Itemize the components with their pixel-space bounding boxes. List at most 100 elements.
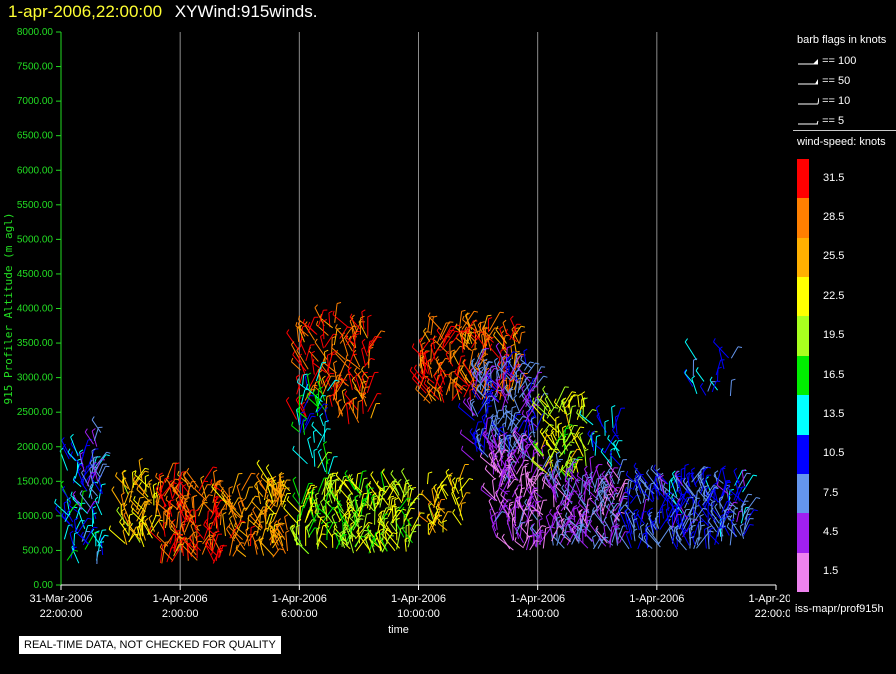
wind-barb-flag — [483, 429, 487, 434]
wind-barb-flag — [155, 472, 158, 477]
wind-barb — [434, 370, 442, 388]
wind-barb-flag — [421, 342, 426, 345]
wind-barb-flag — [334, 505, 338, 510]
wind-barb — [589, 474, 596, 488]
wind-barb — [675, 537, 687, 551]
wind-barb-flag — [737, 346, 743, 348]
wind-barb-flag — [547, 466, 551, 471]
wind-barb — [566, 506, 574, 518]
wind-barb-flag — [377, 517, 380, 522]
wind-barb — [364, 500, 375, 512]
wind-barb-flag — [181, 471, 186, 473]
wind-barb-flag — [314, 393, 319, 397]
wind-barb — [493, 436, 499, 448]
wind-barb — [183, 475, 195, 490]
wind-barb-flag — [552, 532, 556, 537]
wind-barb — [292, 495, 301, 507]
wind-barb — [451, 493, 457, 505]
wind-barb-flag — [615, 414, 620, 418]
wind-barb — [459, 478, 470, 492]
wind-barb-flag — [428, 471, 433, 474]
wind-barb — [538, 520, 543, 539]
wind-barb-flag — [459, 477, 464, 481]
wind-barb — [594, 436, 597, 456]
wind-barb-flag — [333, 360, 338, 364]
wind-barb — [69, 503, 77, 514]
wind-barb-flag — [535, 540, 540, 542]
wind-barb-flag — [517, 353, 522, 356]
wind-barb — [260, 528, 266, 546]
x-tick-time-label: 18:00:00 — [635, 608, 678, 620]
wind-barb — [420, 358, 423, 374]
wind-barb — [302, 322, 318, 335]
wind-barb-flag — [507, 434, 512, 437]
wind-barb-flag — [582, 513, 587, 515]
wind-barb — [540, 399, 549, 408]
wind-barb-flag — [432, 386, 438, 389]
speed-swatch-label: 31.5 — [823, 171, 845, 184]
wind-barb-flag — [437, 519, 440, 524]
wind-barb — [304, 324, 316, 341]
wind-barb-flag — [517, 363, 520, 368]
wind-barb — [180, 523, 186, 535]
wind-barb-flag — [358, 370, 362, 375]
wind-barb — [437, 474, 449, 490]
wind-barb-flag — [682, 477, 686, 482]
wind-barb — [677, 501, 688, 520]
y-axis-label: 915 Profiler Altitude (m agl) — [2, 212, 15, 404]
wind-barb-flag — [487, 399, 492, 402]
wind-barb-flag — [689, 512, 694, 516]
wind-barb-flag — [726, 479, 731, 482]
wind-barb-flag — [514, 487, 519, 492]
wind-barb — [97, 534, 106, 547]
wind-barb — [327, 456, 335, 475]
wind-barb — [131, 511, 148, 527]
wind-barb — [608, 527, 616, 544]
wind-barb-flag — [361, 365, 365, 370]
wind-barb-flag — [584, 448, 589, 452]
wind-barb — [322, 361, 337, 374]
wind-barb — [535, 393, 545, 406]
wind-barb-flag — [646, 509, 650, 514]
wind-barb-flag — [531, 401, 535, 406]
wind-barb — [521, 509, 526, 521]
barb-50-icon — [798, 79, 818, 85]
wind-barb-flag — [492, 477, 497, 481]
x-tick-date-label: 1-Apr-2006 — [272, 593, 327, 605]
wind-barb — [317, 381, 326, 401]
wind-barb — [716, 468, 722, 485]
wind-barb — [636, 513, 646, 525]
wind-barb — [614, 497, 624, 512]
wind-barb — [366, 527, 375, 538]
wind-barb — [703, 529, 707, 549]
wind-barb-flag — [445, 468, 450, 473]
wind-barb-flag — [486, 379, 489, 384]
wind-barb-flag — [451, 370, 456, 373]
wind-barb-flag — [144, 470, 149, 473]
wind-barb — [205, 544, 218, 557]
wind-barb — [465, 320, 474, 335]
wind-barb — [122, 530, 128, 546]
wind-barb — [736, 511, 740, 523]
wind-barb-flag — [600, 481, 605, 486]
wind-barb — [454, 478, 458, 490]
wind-barb — [506, 520, 514, 542]
wind-barb-flag — [674, 470, 679, 475]
wind-barb-flag — [490, 413, 494, 418]
wind-barb — [519, 466, 524, 483]
wind-barb — [525, 510, 533, 527]
wind-barb-flag — [171, 480, 175, 484]
wind-barb-flag — [513, 427, 517, 431]
wind-barb-flag — [470, 398, 475, 402]
wind-barb — [268, 480, 274, 491]
wind-barb — [501, 390, 509, 404]
wind-barb-flag — [334, 379, 340, 382]
wind-barb — [619, 531, 626, 543]
wind-barb — [457, 464, 466, 482]
wind-barb — [472, 373, 488, 392]
wind-barb — [532, 401, 549, 416]
wind-profile-plot: 0.00500.001000.001500.002000.002500.0030… — [2, 27, 790, 636]
wind-barb-flag — [430, 342, 435, 346]
wind-barb — [492, 428, 503, 442]
wind-barb — [514, 540, 524, 549]
